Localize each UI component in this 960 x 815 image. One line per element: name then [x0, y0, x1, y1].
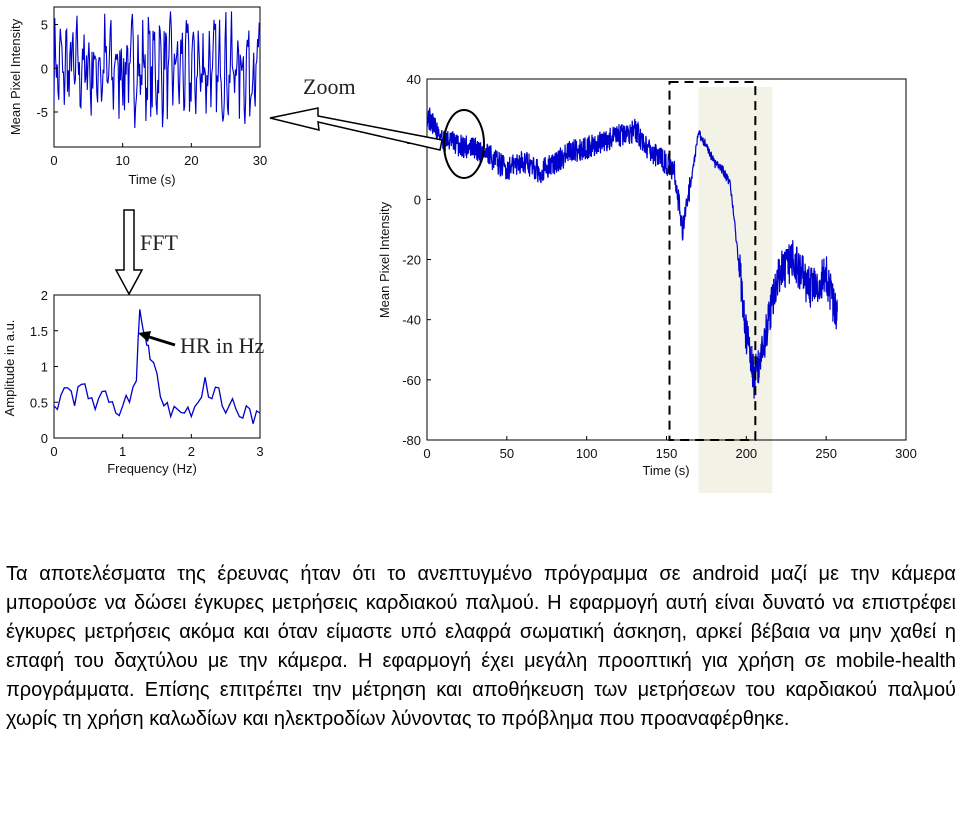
fft-label: FFT — [140, 230, 178, 255]
zoom-time-chart: 5 0 -5 0 10 20 30 Time (s) Mean Pixel Intensit… — [8, 6, 267, 187]
fft-ytick-label: 1 — [41, 360, 48, 375]
fft-xtick-label: 2 — [188, 444, 195, 459]
fft-chart: 0 0.5 1 1.5 2 0 1 2 3 Frequency (Hz) Amplitude i… — [2, 288, 264, 476]
full-xtick-label: 250 — [815, 446, 837, 461]
fft-ytick-label: 2 — [41, 288, 48, 303]
fft-ytick-label: 0.5 — [30, 395, 48, 410]
fft-xlabel: Frequency (Hz) — [107, 461, 197, 476]
paragraph-text: Τα αποτελέσματα της έρευνας ήταν ότι το … — [6, 563, 956, 730]
full-xtick-label: 150 — [656, 446, 678, 461]
full-xtick-label: 200 — [735, 446, 757, 461]
zoom-xtick-label: 20 — [184, 153, 198, 168]
zoom-ytick-label: 5 — [41, 18, 48, 33]
full-ytick-label: 40 — [407, 72, 421, 87]
fft-spectrum-line — [53, 309, 261, 424]
hr-label: HR in Hz — [180, 333, 265, 358]
zoom-ytick-label: 0 — [41, 61, 48, 76]
dashed-selection-box — [668, 81, 757, 441]
zoom-ytick-label: -5 — [36, 105, 48, 120]
fft-xtick-label: 3 — [256, 444, 263, 459]
full-ytick-label: -40 — [402, 313, 421, 328]
zoom-xtick-label: 10 — [115, 153, 129, 168]
fft-ytick-label: 0 — [41, 431, 48, 446]
highlight-region — [698, 87, 773, 493]
zoom-xtick-label: 30 — [253, 153, 267, 168]
fft-ytick-label: 1.5 — [30, 324, 48, 339]
fft-arrow — [114, 209, 144, 296]
zoom-region-ellipse — [443, 109, 485, 179]
full-ytick-label: -60 — [402, 373, 421, 388]
full-ytick-label: -80 — [402, 433, 421, 448]
full-xtick-label: 100 — [576, 446, 598, 461]
zoom-label: Zoom — [303, 74, 356, 99]
figure: 50-50 10 20 30 Time (s) Mean Pixel Intensit… — [2, 6, 917, 493]
full-xtick-label: 0 — [423, 446, 430, 461]
fft-ylabel: Amplitude in a.u. — [2, 320, 17, 417]
full-xtick-label: 50 — [500, 446, 514, 461]
full-xlabel: Time (s) — [642, 463, 689, 478]
full-ylabel: Mean Pixel Intensity — [377, 201, 392, 318]
zoom-arrow — [269, 107, 443, 151]
zoom-ylabel: Mean Pixel Intensity — [8, 18, 23, 135]
full-xtick-label: 300 — [895, 446, 917, 461]
full-ytick-label: 0 — [414, 192, 421, 207]
fft-xtick-label: 1 — [119, 444, 126, 459]
hr-arrow — [138, 331, 176, 347]
full-ytick-label: -20 — [402, 253, 421, 268]
results-paragraph: Τα αποτελέσματα της έρευνας ήταν ότι το … — [6, 560, 956, 734]
zoom-xtick-label: 0 — [50, 153, 57, 168]
full-signal-line — [426, 107, 838, 399]
zoom-signal-line — [53, 11, 261, 129]
fft-xtick-label: 0 — [50, 444, 57, 459]
zoom-xlabel: Time (s) — [128, 172, 175, 187]
